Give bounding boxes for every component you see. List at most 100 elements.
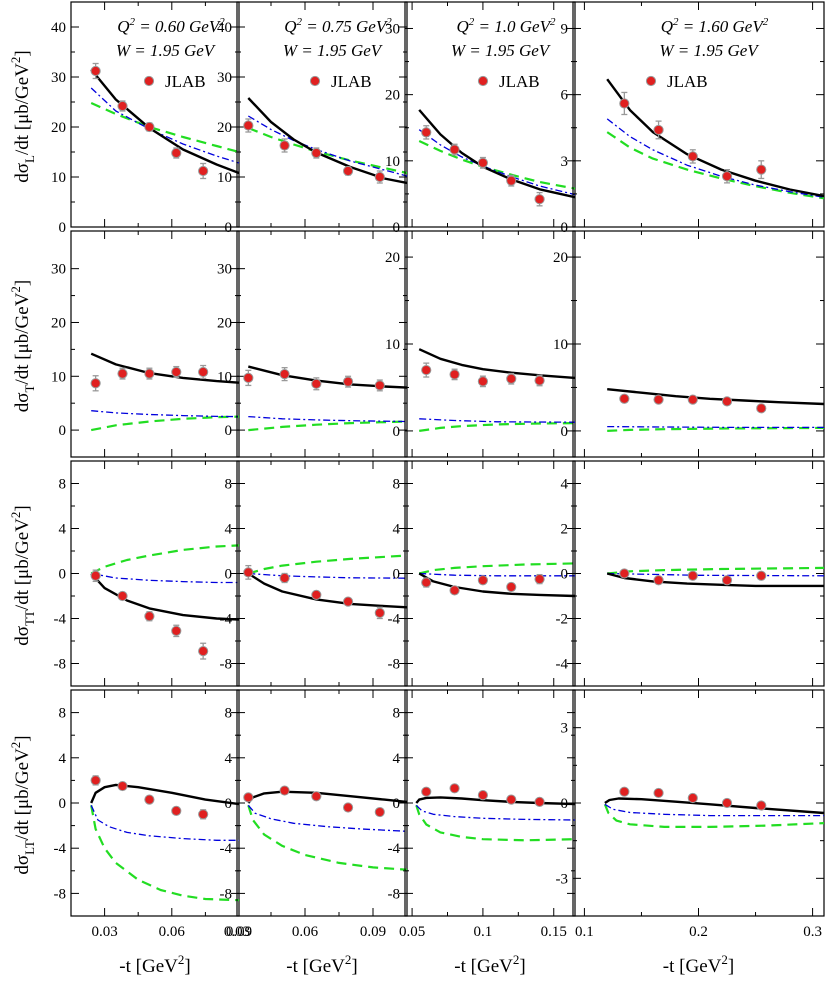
jlab-data-point	[342, 165, 354, 177]
y-tick-label: -4	[220, 612, 233, 628]
y-tick-label: 40	[51, 20, 66, 36]
jlab-data-point	[687, 151, 698, 162]
panel-c3-r2: 0 10 20	[385, 230, 576, 458]
jlab-data-point	[756, 403, 767, 414]
jlab-data-point	[653, 394, 664, 405]
y-axis-label: dσL/dt [μb/GeV2]	[8, 50, 37, 183]
y-tick-label: 0	[393, 424, 401, 440]
y-tick-label: 2	[561, 522, 569, 538]
solid-curve	[418, 109, 575, 199]
y-tick-label: 0	[393, 796, 401, 812]
legend-marker	[645, 75, 657, 87]
jlab-data-point	[687, 792, 698, 804]
panel-frame	[70, 230, 240, 458]
panel-c3-r3: -8 -4 0 4 8	[388, 460, 576, 687]
y-axis-label: dσLT/dt [μb/GeV2]	[8, 735, 37, 874]
solid-curve	[247, 790, 407, 804]
panel-frame	[236, 460, 408, 687]
y-axis-label: dσTT/dt [μb/GeV2]	[8, 505, 37, 645]
jlab-data-point	[311, 791, 322, 802]
x-axis-label: -t [GeV2]	[454, 952, 525, 977]
x-tick-label: 0.03	[224, 924, 250, 940]
y-tick-label: 10	[385, 337, 400, 353]
jlab-data-point	[279, 785, 290, 796]
jlab-data-point	[311, 147, 322, 159]
panel-c1-r4: -8 -4 0 4 8 0.03 0.06 0.09	[54, 689, 252, 940]
y-tick-label: 8	[393, 706, 401, 722]
jlab-data-point	[144, 368, 155, 379]
jlab-data-point	[144, 611, 155, 622]
y-tick-label: -8	[388, 657, 401, 673]
y-tick-label: 8	[225, 706, 233, 722]
solid-curve	[90, 783, 239, 806]
y-tick-label: 10	[51, 369, 66, 385]
q2-label: Q2 = 0.75 GeV2	[284, 16, 392, 36]
jlab-data-point	[198, 165, 209, 177]
panel-frame	[404, 1, 576, 228]
legend-label: JLAB	[331, 72, 372, 91]
y-tick-label: 10	[217, 369, 232, 385]
x-tick-label: 0.06	[159, 924, 186, 940]
panel-c4-r2: 0 10 20	[553, 230, 825, 458]
y-tick-label: -4	[54, 841, 67, 857]
jlab-data-point	[653, 787, 664, 799]
dashed-curve	[418, 140, 575, 190]
jlab-data-point	[449, 369, 460, 380]
dashdot-curve	[247, 115, 407, 177]
jlab-data-point	[117, 368, 128, 379]
q2-label: Q2 = 1.0 GeV2	[457, 16, 556, 36]
dashdot-curve	[606, 118, 824, 198]
jlab-data-point	[342, 596, 354, 607]
dashdot-curve	[604, 803, 824, 817]
panel-c2-r1: 0 10 20 30 40 Q2 = 0.75 GeV2 W = 1.95 GeV JLAB	[217, 1, 408, 236]
y-tick-label: 0	[59, 796, 67, 812]
panel-c2-r2: 0 10 20 30	[217, 230, 408, 458]
jlab-data-point	[243, 120, 254, 131]
y-tick-label: 6	[561, 88, 569, 104]
dashdot-curve	[91, 572, 239, 584]
jlab-data-point	[279, 572, 290, 584]
panel-c1-r2: 0 10 20 30	[51, 230, 240, 458]
jlab-data-point	[90, 65, 101, 77]
y-tick-label: 20	[385, 250, 400, 266]
jlab-data-point	[279, 369, 290, 380]
y-tick-label: 10	[217, 170, 232, 186]
dashdot-curve	[607, 572, 824, 577]
y-tick-label: 4	[561, 477, 569, 493]
solid-curve	[415, 796, 575, 806]
legend-label: JLAB	[499, 72, 540, 91]
jlab-data-point	[421, 577, 432, 588]
solid-curve	[418, 348, 575, 380]
jlab-data-point	[721, 575, 733, 586]
x-tick-label: 0.06	[292, 924, 319, 940]
jlab-data-point	[311, 378, 322, 389]
dashed-curve	[606, 131, 824, 200]
dashed-curve	[419, 422, 575, 432]
y-tick-label: 0	[59, 567, 67, 583]
y-tick-label: 20	[385, 88, 400, 104]
y-tick-label: 0	[225, 423, 233, 439]
jlab-data-point	[653, 124, 664, 136]
jlab-data-point	[243, 567, 254, 578]
y-tick-label: 8	[393, 477, 401, 493]
jlab-data-point	[756, 164, 767, 175]
y-tick-label: 0	[393, 567, 401, 583]
panel-c4-r1: 0 3 6 9 Q2 = 1.60 GeV2 W = 1.95 GeV JLAB	[561, 1, 825, 236]
y-tick-label: 0	[561, 567, 569, 583]
jlab-data-point	[144, 794, 155, 805]
dashed-curve	[90, 101, 239, 154]
x-axis-label: -t [GeV2]	[286, 952, 357, 977]
jlab-data-point	[171, 366, 182, 378]
dashed-curve	[90, 415, 239, 432]
dashdot-curve	[247, 804, 407, 832]
jlab-data-point	[117, 780, 128, 792]
dashed-curve	[248, 420, 407, 432]
dashdot-curve	[419, 572, 575, 577]
jlab-data-point	[687, 570, 698, 581]
jlab-data-point	[421, 786, 432, 797]
dashdot-curve	[248, 572, 407, 579]
jlab-data-point	[117, 590, 128, 602]
y-tick-label: -8	[220, 886, 233, 902]
